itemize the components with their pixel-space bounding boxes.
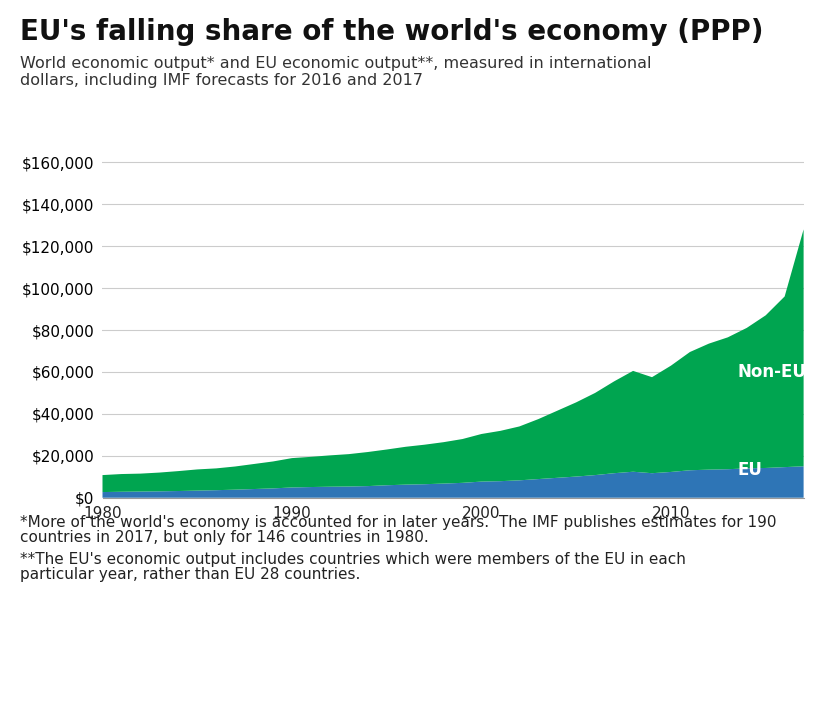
Text: dollars, including IMF forecasts for 2016 and 2017: dollars, including IMF forecasts for 201… (20, 73, 423, 88)
Text: Source:: Source: (20, 653, 92, 671)
Text: **The EU's economic output includes countries which were members of the EU in ea: **The EU's economic output includes coun… (20, 552, 686, 567)
Text: IMF World Economic Outlook (October 2016): IMF World Economic Outlook (October 2016… (86, 653, 459, 671)
Text: World economic output* and EU economic output**, measured in international: World economic output* and EU economic o… (20, 56, 651, 71)
Polygon shape (721, 627, 794, 698)
Text: Full Fact: Full Fact (708, 683, 751, 693)
Text: EU's falling share of the world's economy (PPP): EU's falling share of the world's econom… (20, 18, 763, 46)
Text: countries in 2017, but only for 146 countries in 1980.: countries in 2017, but only for 146 coun… (20, 530, 428, 545)
Text: Non-EU: Non-EU (736, 363, 805, 381)
Text: particular year, rather than EU 28 countries.: particular year, rather than EU 28 count… (20, 567, 360, 582)
Text: EU: EU (736, 462, 761, 479)
Text: *More of the world's economy is accounted for in later years.  The IMF publishes: *More of the world's economy is accounte… (20, 515, 776, 530)
